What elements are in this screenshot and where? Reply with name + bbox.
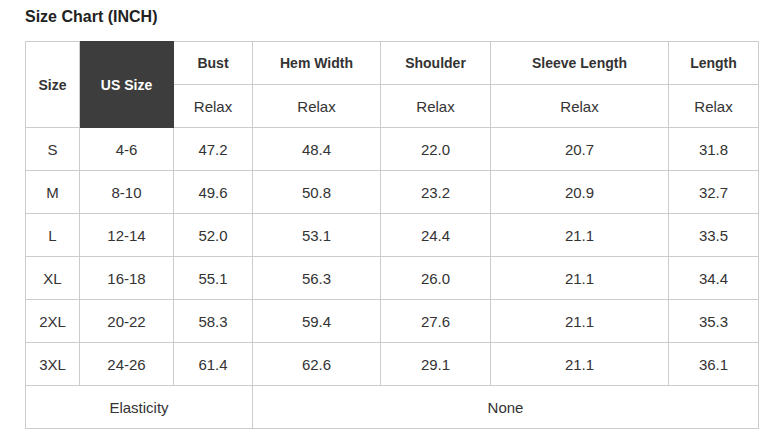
col-header-hem-width: Hem Width — [253, 42, 381, 85]
fit-type-sleeve-length: Relax — [491, 85, 669, 128]
hem-width-cell: 56.3 — [253, 257, 381, 300]
length-cell: 34.4 — [669, 257, 759, 300]
us-size-cell: 12-14 — [80, 214, 174, 257]
hem-width-cell: 53.1 — [253, 214, 381, 257]
length-cell: 36.1 — [669, 343, 759, 386]
size-cell: 2XL — [26, 300, 80, 343]
shoulder-cell: 26.0 — [381, 257, 491, 300]
hem-width-cell: 50.8 — [253, 171, 381, 214]
header-row: Size US Size Bust Hem Width Shoulder Sle… — [26, 42, 759, 85]
length-cell: 31.8 — [669, 128, 759, 171]
sleeve-length-cell: 20.9 — [491, 171, 669, 214]
col-header-size: Size — [26, 42, 80, 128]
table-row-2xl: 2XL 20-22 58.3 59.4 27.6 21.1 35.3 — [26, 300, 759, 343]
us-size-cell: 16-18 — [80, 257, 174, 300]
sleeve-length-cell: 21.1 — [491, 257, 669, 300]
hem-width-cell: 48.4 — [253, 128, 381, 171]
footer-row: Elasticity None — [26, 386, 759, 429]
shoulder-cell: 24.4 — [381, 214, 491, 257]
length-cell: 33.5 — [669, 214, 759, 257]
us-size-cell: 4-6 — [80, 128, 174, 171]
sleeve-length-cell: 20.7 — [491, 128, 669, 171]
fit-type-length: Relax — [669, 85, 759, 128]
col-header-shoulder: Shoulder — [381, 42, 491, 85]
us-size-cell: 24-26 — [80, 343, 174, 386]
col-header-length: Length — [669, 42, 759, 85]
bust-cell: 52.0 — [174, 214, 253, 257]
bust-cell: 47.2 — [174, 128, 253, 171]
sleeve-length-cell: 21.1 — [491, 214, 669, 257]
hem-width-cell: 62.6 — [253, 343, 381, 386]
size-cell: M — [26, 171, 80, 214]
table-row-s: S 4-6 47.2 48.4 22.0 20.7 31.8 — [26, 128, 759, 171]
us-size-cell: 20-22 — [80, 300, 174, 343]
fit-type-shoulder: Relax — [381, 85, 491, 128]
fit-type-hem-width: Relax — [253, 85, 381, 128]
size-chart-table: Size US Size Bust Hem Width Shoulder Sle… — [25, 41, 759, 429]
bust-cell: 61.4 — [174, 343, 253, 386]
hem-width-cell: 59.4 — [253, 300, 381, 343]
table-row-l: L 12-14 52.0 53.1 24.4 21.1 33.5 — [26, 214, 759, 257]
size-cell: L — [26, 214, 80, 257]
us-size-cell: 8-10 — [80, 171, 174, 214]
page: Size Chart (INCH) Size US Size Bust Hem … — [0, 0, 783, 432]
bust-cell: 55.1 — [174, 257, 253, 300]
sleeve-length-cell: 21.1 — [491, 343, 669, 386]
elasticity-label: Elasticity — [26, 386, 253, 429]
length-cell: 32.7 — [669, 171, 759, 214]
elasticity-value: None — [253, 386, 759, 429]
col-header-sleeve-length: Sleeve Length — [491, 42, 669, 85]
table-row-3xl: 3XL 24-26 61.4 62.6 29.1 21.1 36.1 — [26, 343, 759, 386]
length-cell: 35.3 — [669, 300, 759, 343]
size-cell: XL — [26, 257, 80, 300]
shoulder-cell: 23.2 — [381, 171, 491, 214]
bust-cell: 58.3 — [174, 300, 253, 343]
size-cell: 3XL — [26, 343, 80, 386]
col-header-bust: Bust — [174, 42, 253, 85]
size-cell: S — [26, 128, 80, 171]
table-row-xl: XL 16-18 55.1 56.3 26.0 21.1 34.4 — [26, 257, 759, 300]
shoulder-cell: 22.0 — [381, 128, 491, 171]
shoulder-cell: 27.6 — [381, 300, 491, 343]
table-row-m: M 8-10 49.6 50.8 23.2 20.9 32.7 — [26, 171, 759, 214]
sleeve-length-cell: 21.1 — [491, 300, 669, 343]
col-header-us-size: US Size — [80, 42, 174, 128]
shoulder-cell: 29.1 — [381, 343, 491, 386]
page-title: Size Chart (INCH) — [25, 7, 783, 26]
fit-type-bust: Relax — [174, 85, 253, 128]
bust-cell: 49.6 — [174, 171, 253, 214]
